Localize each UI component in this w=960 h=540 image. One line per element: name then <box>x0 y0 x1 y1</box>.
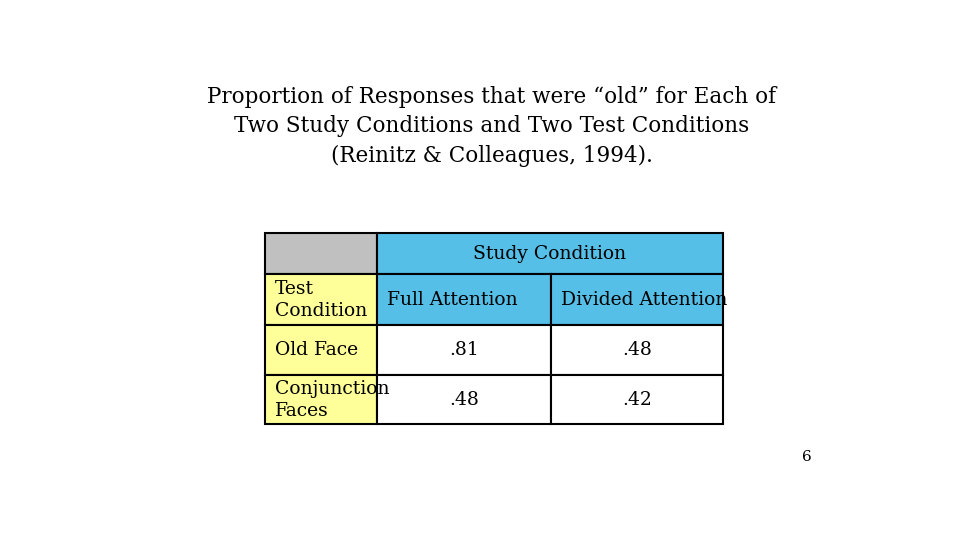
Text: Full Attention: Full Attention <box>387 291 517 309</box>
Text: Conjunction
Faces: Conjunction Faces <box>275 380 389 420</box>
Bar <box>265 375 377 424</box>
Bar <box>265 325 377 375</box>
Text: Proportion of Responses that were “old” for Each of
Two Study Conditions and Two: Proportion of Responses that were “old” … <box>207 85 777 167</box>
Text: .48: .48 <box>622 341 652 359</box>
Bar <box>265 233 377 274</box>
Bar <box>265 274 377 325</box>
Bar <box>377 274 551 325</box>
Bar <box>551 375 723 424</box>
Bar <box>551 325 723 375</box>
Text: Old Face: Old Face <box>275 341 358 359</box>
Text: .42: .42 <box>622 390 652 409</box>
Bar <box>377 325 551 375</box>
Text: .81: .81 <box>449 341 479 359</box>
Bar <box>377 375 551 424</box>
Bar <box>377 233 723 274</box>
Bar <box>551 274 723 325</box>
Text: Divided Attention: Divided Attention <box>561 291 727 309</box>
Text: Test
Condition: Test Condition <box>275 280 367 320</box>
Text: Study Condition: Study Condition <box>473 245 627 263</box>
Text: .48: .48 <box>449 390 479 409</box>
Text: 6: 6 <box>803 450 812 464</box>
